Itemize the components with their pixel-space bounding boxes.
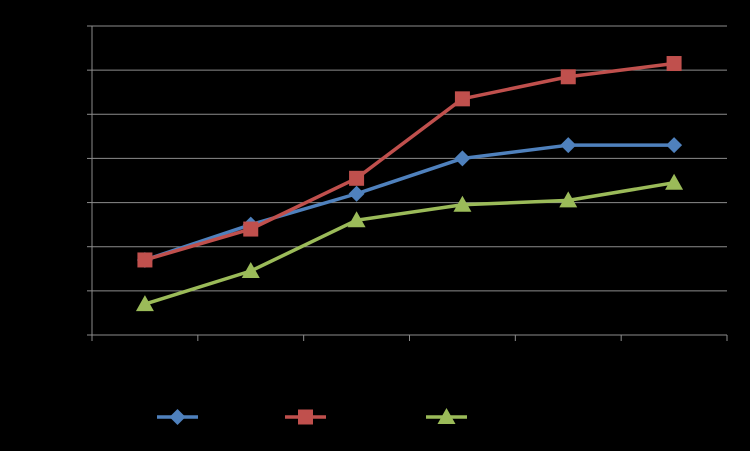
data-point-3-4 — [453, 195, 472, 212]
data-point-2-2 — [243, 221, 259, 237]
data-point-1-3 — [348, 185, 365, 202]
data-point-3-2 — [241, 261, 260, 278]
legend-marker-1 — [169, 409, 186, 425]
data-point-3-6 — [665, 173, 684, 190]
legend — [157, 408, 467, 425]
series-line-1 — [144, 143, 675, 262]
data-point-2-6 — [666, 56, 682, 72]
data-point-2-1 — [137, 252, 153, 268]
axes — [87, 25, 728, 341]
data-point-2-5 — [560, 69, 576, 85]
series-layer — [135, 56, 684, 312]
series-line-3 — [144, 180, 675, 306]
legend-marker-2 — [298, 409, 313, 425]
data-point-1-6 — [666, 137, 683, 154]
data-point-2-4 — [454, 91, 470, 107]
series-line-2 — [144, 61, 675, 262]
data-point-1-5 — [560, 137, 577, 154]
data-point-3-1 — [135, 295, 154, 312]
legend-marker-3 — [437, 408, 456, 424]
data-point-3-5 — [559, 191, 578, 208]
data-point-2-3 — [349, 170, 365, 186]
gridlines — [92, 25, 727, 336]
data-point-1-4 — [454, 150, 471, 167]
data-point-3-3 — [347, 211, 366, 228]
